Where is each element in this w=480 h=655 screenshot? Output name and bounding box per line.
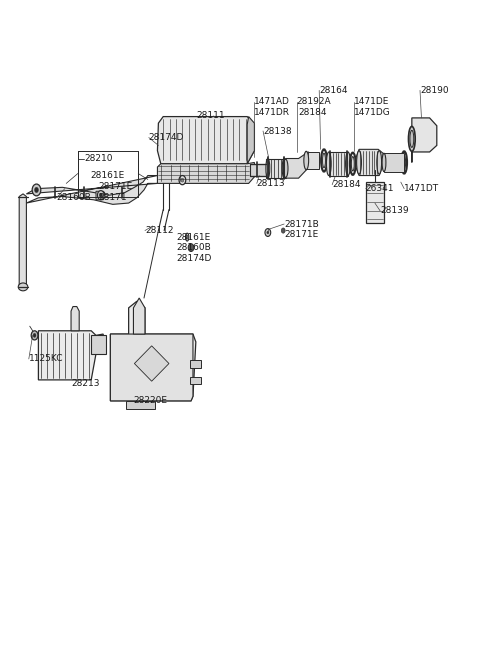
Polygon shape [110,301,196,401]
Text: 28160B: 28160B [177,243,211,252]
Ellipse shape [326,152,331,176]
Polygon shape [250,164,266,176]
Text: 28164: 28164 [319,86,348,95]
Ellipse shape [282,159,286,178]
Circle shape [33,333,36,337]
Polygon shape [134,346,169,381]
Bar [78,151,138,196]
Text: 28171E: 28171E [98,182,132,191]
Ellipse shape [401,151,407,174]
Circle shape [97,191,104,200]
Text: 1471DG: 1471DG [354,108,391,117]
Polygon shape [126,401,155,409]
Ellipse shape [283,159,288,178]
Polygon shape [91,335,106,354]
Circle shape [179,176,186,185]
Circle shape [281,228,285,233]
Text: 1471DT: 1471DT [404,184,439,193]
Polygon shape [356,149,383,176]
Polygon shape [247,117,254,164]
Ellipse shape [357,151,361,174]
Text: 28192A: 28192A [297,97,331,106]
Polygon shape [190,377,201,384]
Text: 1471DR: 1471DR [254,108,290,117]
Polygon shape [19,194,26,287]
Text: 28139: 28139 [380,206,409,215]
Ellipse shape [185,233,189,241]
Circle shape [186,235,189,239]
Text: 28171: 28171 [98,193,127,202]
Polygon shape [412,118,437,162]
Text: 26341: 26341 [366,184,394,193]
Circle shape [32,184,41,196]
Text: 28161E: 28161E [90,171,124,180]
Ellipse shape [377,151,382,174]
Polygon shape [286,152,314,178]
Polygon shape [110,334,193,401]
Polygon shape [96,191,105,200]
Circle shape [267,231,269,234]
Ellipse shape [403,155,406,170]
Text: 28213: 28213 [71,379,99,388]
Ellipse shape [304,151,309,170]
Ellipse shape [382,153,386,172]
Polygon shape [306,152,319,169]
Polygon shape [38,331,103,380]
Text: 28171E: 28171E [284,230,318,239]
Text: 28112: 28112 [145,226,173,235]
Bar [366,182,384,223]
Text: 28220E: 28220E [133,396,168,405]
Ellipse shape [266,159,270,178]
Text: 1125KC: 1125KC [29,354,63,364]
Polygon shape [157,162,254,183]
Polygon shape [329,152,348,176]
Circle shape [181,178,184,182]
Ellipse shape [410,130,414,147]
Ellipse shape [323,153,325,168]
Text: 28184: 28184 [332,180,360,189]
Circle shape [265,229,271,236]
Circle shape [31,331,38,340]
Ellipse shape [350,153,356,175]
Text: 1471AD: 1471AD [254,97,290,106]
Polygon shape [266,159,286,178]
Polygon shape [190,360,201,368]
Circle shape [188,244,194,252]
Text: 1471DE: 1471DE [354,97,390,106]
Circle shape [35,187,38,193]
Text: 28113: 28113 [257,179,286,188]
Text: 28171B: 28171B [284,219,319,229]
Text: 28138: 28138 [263,126,292,136]
Ellipse shape [351,157,354,171]
Text: 28210: 28210 [84,154,112,163]
Text: 28160B: 28160B [57,193,91,202]
Circle shape [99,193,102,197]
Text: 28161E: 28161E [177,233,211,242]
Polygon shape [133,298,145,334]
Ellipse shape [408,126,415,151]
Ellipse shape [18,283,28,291]
Ellipse shape [346,152,350,176]
Polygon shape [384,153,404,172]
Text: 28174D: 28174D [177,253,212,263]
Polygon shape [26,176,157,204]
Text: 28174D: 28174D [149,133,184,142]
Polygon shape [71,307,79,331]
Text: 28190: 28190 [420,86,449,95]
Text: 28111: 28111 [197,111,226,121]
Text: 28184: 28184 [299,108,327,117]
Ellipse shape [321,149,327,172]
Polygon shape [157,117,254,164]
